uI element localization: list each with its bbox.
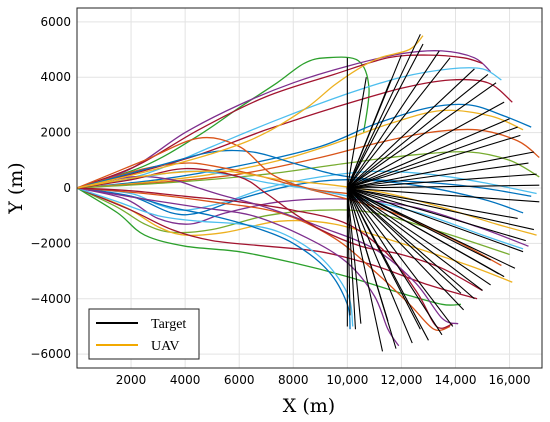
uav-path: [76, 67, 502, 189]
target-path: [347, 187, 516, 269]
target-path: [347, 118, 510, 189]
uav-path: [76, 56, 370, 189]
legend-box: [88, 308, 200, 360]
target-path: [347, 187, 491, 261]
y-tick-labels: 6000 4000 2000 0 −2000 −4000 −6000: [30, 15, 71, 361]
uav-path: [76, 187, 354, 327]
target-path: [346, 187, 362, 324]
target-path: [346, 187, 462, 294]
target-path: [347, 151, 534, 189]
y-axis-title: Y (m): [5, 162, 27, 214]
target-path: [346, 187, 384, 352]
x-tick-label: 8000: [278, 373, 309, 387]
target-path: [346, 54, 402, 189]
uav-path: [76, 103, 532, 189]
uav-path: [76, 170, 537, 236]
target-path: [346, 187, 443, 336]
uav-path: [76, 167, 483, 292]
target-path: [347, 173, 537, 189]
x-tick-label: 12,000: [380, 373, 422, 387]
uav-path: [76, 136, 348, 195]
uav-path: [76, 175, 459, 325]
target-path: [347, 187, 483, 291]
y-tick-label: −4000: [30, 292, 71, 306]
x-tick-label: 10,000: [326, 373, 368, 387]
target-path: [347, 187, 540, 203]
target-path: [347, 126, 518, 189]
target-path: [347, 184, 540, 189]
uav-path: [76, 149, 532, 197]
target-path: [347, 187, 535, 231]
target-path: [347, 101, 505, 189]
y-tick-label: 2000: [40, 126, 71, 140]
target-path: [346, 187, 454, 327]
target-path: [346, 57, 451, 189]
x-tick-label: 2000: [116, 373, 147, 387]
x-tick-label: 4000: [170, 373, 201, 387]
target-path: [346, 187, 351, 316]
target-path: [346, 77, 367, 189]
x-tick-label: 16,000: [489, 373, 531, 387]
target-path: [347, 134, 521, 189]
uav-path: [76, 187, 510, 256]
uav-path: [76, 187, 461, 306]
legend-uav-label: UAV: [151, 339, 180, 354]
uav-path: [76, 128, 540, 189]
target-path: [346, 187, 421, 330]
target-paths: [346, 34, 540, 352]
target-path: [346, 187, 389, 322]
uav-path: [76, 187, 400, 347]
target-path: [347, 187, 526, 242]
y-tick-label: 4000: [40, 70, 71, 84]
legend: Target UAV: [88, 308, 200, 360]
target-path: [347, 82, 497, 189]
y-tick-label: −2000: [30, 236, 71, 250]
target-path: [346, 187, 357, 330]
target-path: [347, 187, 491, 286]
uav-path: [76, 187, 513, 283]
target-path: [346, 34, 421, 189]
legend-target-label: Target: [151, 317, 186, 332]
x-tick-label: 14,000: [434, 373, 476, 387]
y-tick-label: −6000: [30, 347, 71, 361]
x-axis-title: X (m): [283, 395, 335, 417]
uav-path: [76, 187, 451, 332]
uav-path: [76, 109, 524, 189]
uav-path: [76, 50, 492, 189]
y-tick-label: 0: [63, 181, 71, 195]
target-path: [347, 187, 524, 253]
target-path: [346, 187, 475, 300]
x-tick-labels: 2000 4000 6000 8000 10,000 12,000 14,000 16,000: [116, 373, 531, 387]
plot-frame: [76, 7, 543, 369]
target-path: [347, 162, 529, 189]
target-path: [346, 50, 440, 189]
y-tick-label: 6000: [40, 15, 71, 29]
target-path: [346, 43, 424, 189]
target-path: [347, 74, 489, 189]
target-path: [346, 68, 475, 189]
target-path: [347, 187, 500, 275]
target-path: [346, 187, 464, 311]
x-tick-label: 6000: [224, 373, 255, 387]
target-path: [347, 187, 518, 220]
uav-path: [76, 78, 513, 189]
target-path: [346, 187, 413, 344]
uav-path: [76, 35, 424, 189]
uav-path: [76, 179, 524, 216]
